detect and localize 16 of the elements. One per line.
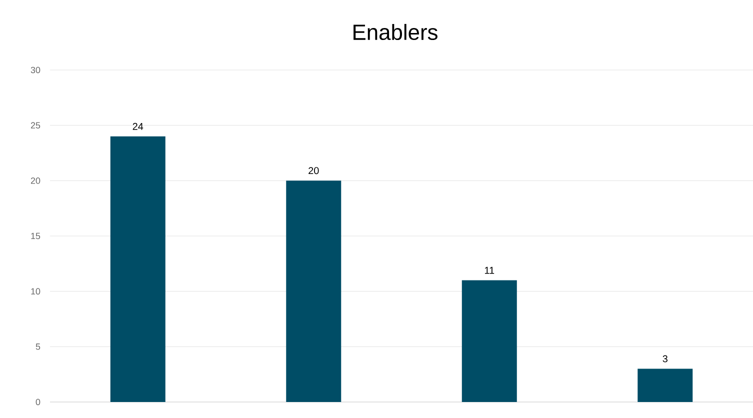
y-tick-label: 25 bbox=[30, 122, 40, 129]
data-label: 20 bbox=[308, 167, 319, 174]
bar bbox=[638, 368, 693, 402]
y-tick-label: 20 bbox=[30, 177, 40, 184]
chart-title: Enablers bbox=[354, 24, 438, 40]
y-tick-label: 10 bbox=[31, 288, 40, 295]
bar bbox=[110, 136, 166, 402]
bar bbox=[462, 280, 517, 402]
bar bbox=[286, 180, 342, 402]
data-label: 3 bbox=[662, 355, 668, 362]
y-tick-label: 30 bbox=[30, 66, 40, 74]
data-label: 11 bbox=[484, 266, 494, 274]
y-tick-label: 15 bbox=[31, 232, 40, 240]
y-tick-label: 5 bbox=[36, 344, 40, 350]
data-label: 24 bbox=[132, 122, 144, 130]
y-tick-label: 0 bbox=[36, 398, 40, 406]
